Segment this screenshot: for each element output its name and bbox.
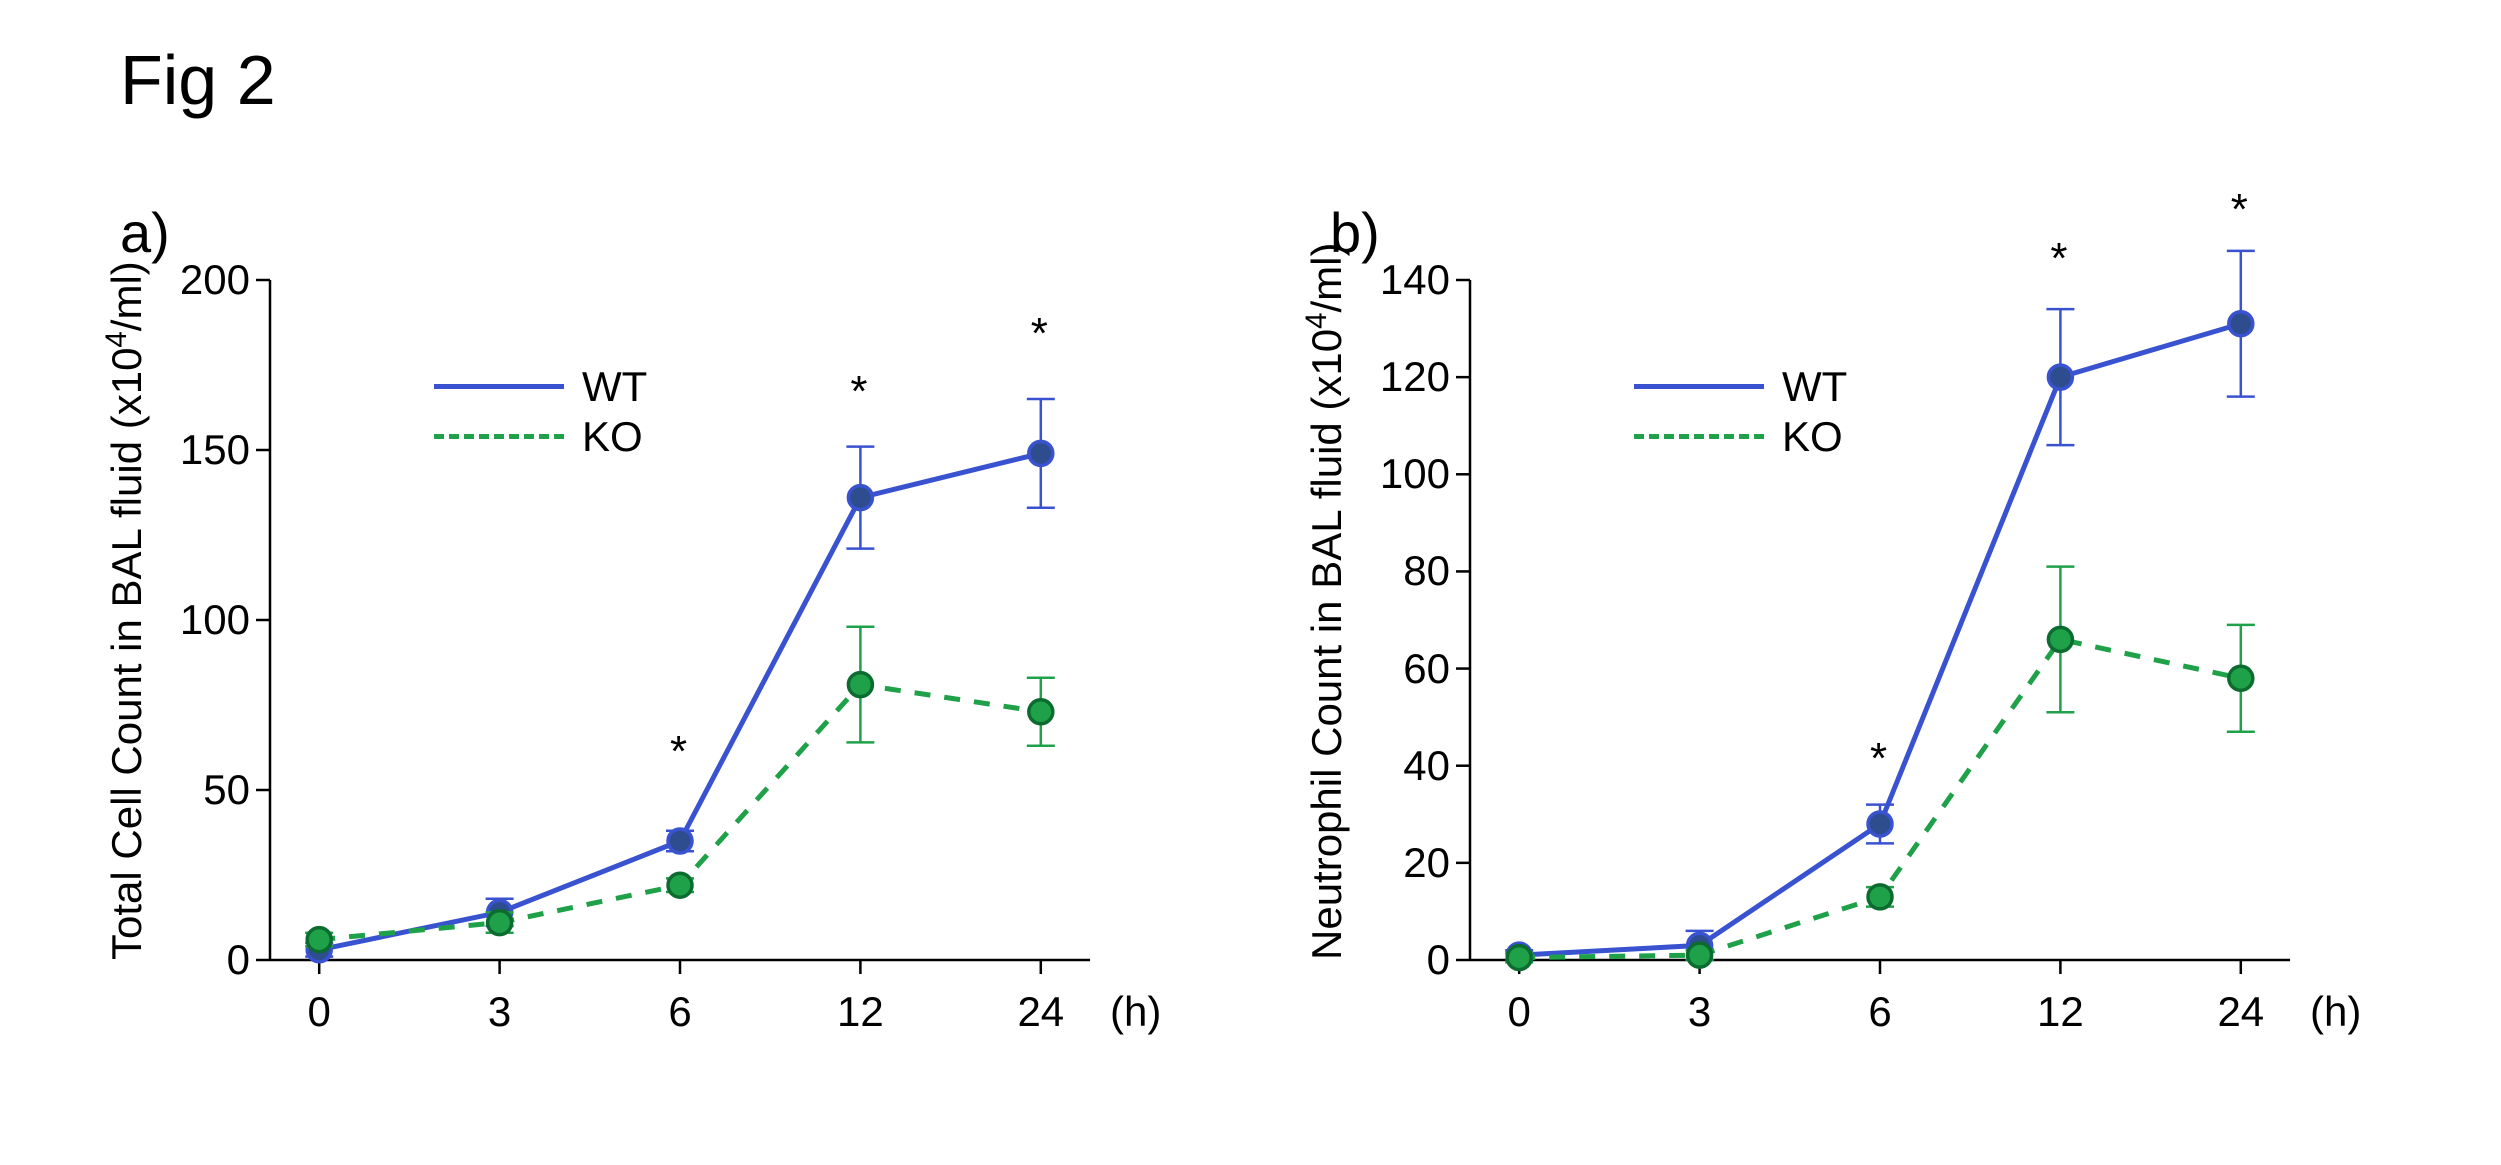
xtick-label: 0 — [279, 988, 359, 1036]
legend-label: KO — [1782, 413, 1843, 461]
significance-mark: * — [1031, 309, 1048, 359]
ytick-label: 60 — [1340, 645, 1450, 693]
marker-ko — [2229, 666, 2253, 690]
x-unit-label: (h) — [1110, 988, 1161, 1036]
xtick-label: 0 — [1479, 988, 1559, 1036]
legend-item-ko: KO — [434, 412, 647, 462]
marker-ko — [1868, 885, 1892, 909]
marker-wt — [2048, 365, 2072, 389]
chart-svg — [270, 280, 1090, 960]
marker-wt — [1029, 441, 1053, 465]
marker-ko — [488, 911, 512, 935]
ytick-label: 50 — [140, 766, 250, 814]
legend: WTKO — [434, 362, 647, 462]
significance-mark: * — [670, 727, 687, 777]
chart-svg — [1470, 280, 2290, 960]
marker-ko — [1029, 700, 1053, 724]
series-line-wt — [1519, 324, 2241, 955]
legend-label: WT — [582, 363, 647, 411]
xtick-label: 3 — [1660, 988, 1740, 1036]
xtick-label: 12 — [820, 988, 900, 1036]
ytick-label: 120 — [1340, 353, 1450, 401]
ytick-label: 20 — [1340, 839, 1450, 887]
marker-wt — [1868, 812, 1892, 836]
xtick-label: 6 — [1840, 988, 1920, 1036]
significance-mark: * — [1870, 734, 1887, 784]
xtick-label: 24 — [1001, 988, 1081, 1036]
legend-item-ko: KO — [1634, 412, 1847, 462]
xtick-label: 24 — [2201, 988, 2281, 1036]
xtick-label: 12 — [2020, 988, 2100, 1036]
legend-item-wt: WT — [1634, 362, 1847, 412]
legend-swatch — [1634, 434, 1764, 439]
legend-swatch — [1634, 384, 1764, 389]
figure-title: Fig 2 — [120, 40, 276, 120]
ytick-label: 40 — [1340, 742, 1450, 790]
y-axis-label: Neutrophil Count in BAL fluid (x104/ml) — [1300, 243, 1351, 960]
ytick-label: 200 — [140, 256, 250, 304]
marker-ko — [307, 928, 331, 952]
ytick-label: 100 — [140, 596, 250, 644]
marker-ko — [1507, 946, 1531, 970]
xtick-label: 3 — [460, 988, 540, 1036]
legend-swatch — [434, 384, 564, 389]
chart-a: 0501001502000361224(h)Total Cell Count i… — [270, 280, 1090, 960]
marker-ko — [848, 673, 872, 697]
marker-ko — [2048, 627, 2072, 651]
legend-label: KO — [582, 413, 643, 461]
marker-wt — [848, 486, 872, 510]
marker-wt — [2229, 312, 2253, 336]
legend: WTKO — [1634, 362, 1847, 462]
significance-mark: * — [2231, 185, 2248, 235]
ytick-label: 140 — [1340, 256, 1450, 304]
ytick-label: 150 — [140, 426, 250, 474]
legend-swatch — [434, 434, 564, 439]
marker-ko — [1688, 943, 1712, 967]
y-axis-label: Total Cell Count in BAL fluid (x104/ml) — [100, 261, 151, 960]
significance-mark: * — [2050, 234, 2067, 284]
series-line-ko — [319, 685, 1041, 940]
legend-item-wt: WT — [434, 362, 647, 412]
x-unit-label: (h) — [2310, 988, 2361, 1036]
legend-label: WT — [1782, 363, 1847, 411]
significance-mark: * — [850, 367, 867, 417]
marker-wt — [668, 829, 692, 853]
marker-ko — [668, 873, 692, 897]
chart-b: 0204060801001201400361224(h)Neutrophil C… — [1470, 280, 2290, 960]
ytick-label: 80 — [1340, 547, 1450, 595]
ytick-label: 0 — [1340, 936, 1450, 984]
figure-page: Fig 2 a) b) 0501001502000361224(h)Total … — [0, 0, 2501, 1165]
ytick-label: 100 — [1340, 450, 1450, 498]
xtick-label: 6 — [640, 988, 720, 1036]
ytick-label: 0 — [140, 936, 250, 984]
